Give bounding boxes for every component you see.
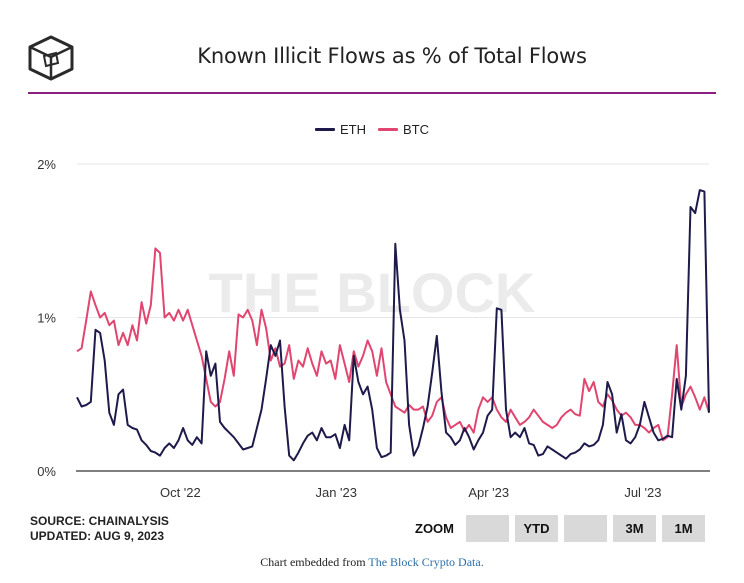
zoom-controls: ZOOM YTD 3M 1M: [415, 515, 711, 542]
zoom-button-3[interactable]: [564, 515, 607, 542]
watermark: THE BLOCK: [209, 261, 536, 324]
legend-swatch-eth: [315, 128, 335, 131]
the-block-logo: [28, 35, 74, 81]
series-line-eth: [76, 189, 710, 462]
legend-swatch-btc: [378, 128, 398, 131]
title-divider: [28, 92, 716, 94]
x-tick-label: Oct '22: [160, 485, 201, 500]
zoom-button-1[interactable]: [466, 515, 509, 542]
x-tick-label: Apr '23: [468, 485, 509, 500]
zoom-button-ytd[interactable]: YTD: [515, 515, 558, 542]
source-info: SOURCE: CHAINALYSIS UPDATED: AUG 9, 2023: [30, 514, 169, 544]
zoom-button-1m[interactable]: 1M: [662, 515, 705, 542]
y-tick-label: 1%: [37, 311, 56, 326]
embed-link[interactable]: The Block Crypto Data.: [368, 555, 484, 569]
zoom-label: ZOOM: [415, 521, 454, 536]
series-line-btc: [76, 247, 710, 442]
legend-label-btc: BTC: [403, 122, 429, 137]
legend-item-btc[interactable]: BTC: [378, 122, 429, 137]
legend-label-eth: ETH: [340, 122, 366, 137]
chart-title: Known Illicit Flows as % of Total Flows: [197, 44, 587, 68]
embed-prefix: Chart embedded from: [260, 555, 366, 569]
updated-label: UPDATED: AUG 9, 2023: [30, 529, 165, 543]
legend-item-eth[interactable]: ETH: [315, 122, 366, 137]
y-tick-label: 0%: [37, 464, 56, 479]
embed-footer: Chart embedded from The Block Crypto Dat…: [0, 555, 744, 570]
x-tick-label: Jul '23: [624, 485, 661, 500]
source-label: SOURCE: CHAINALYSIS: [30, 514, 169, 528]
zoom-button-3m[interactable]: 3M: [613, 515, 656, 542]
chart-legend: ETH BTC: [0, 122, 744, 137]
x-tick-label: Jan '23: [315, 485, 357, 500]
y-tick-label: 2%: [37, 157, 56, 172]
